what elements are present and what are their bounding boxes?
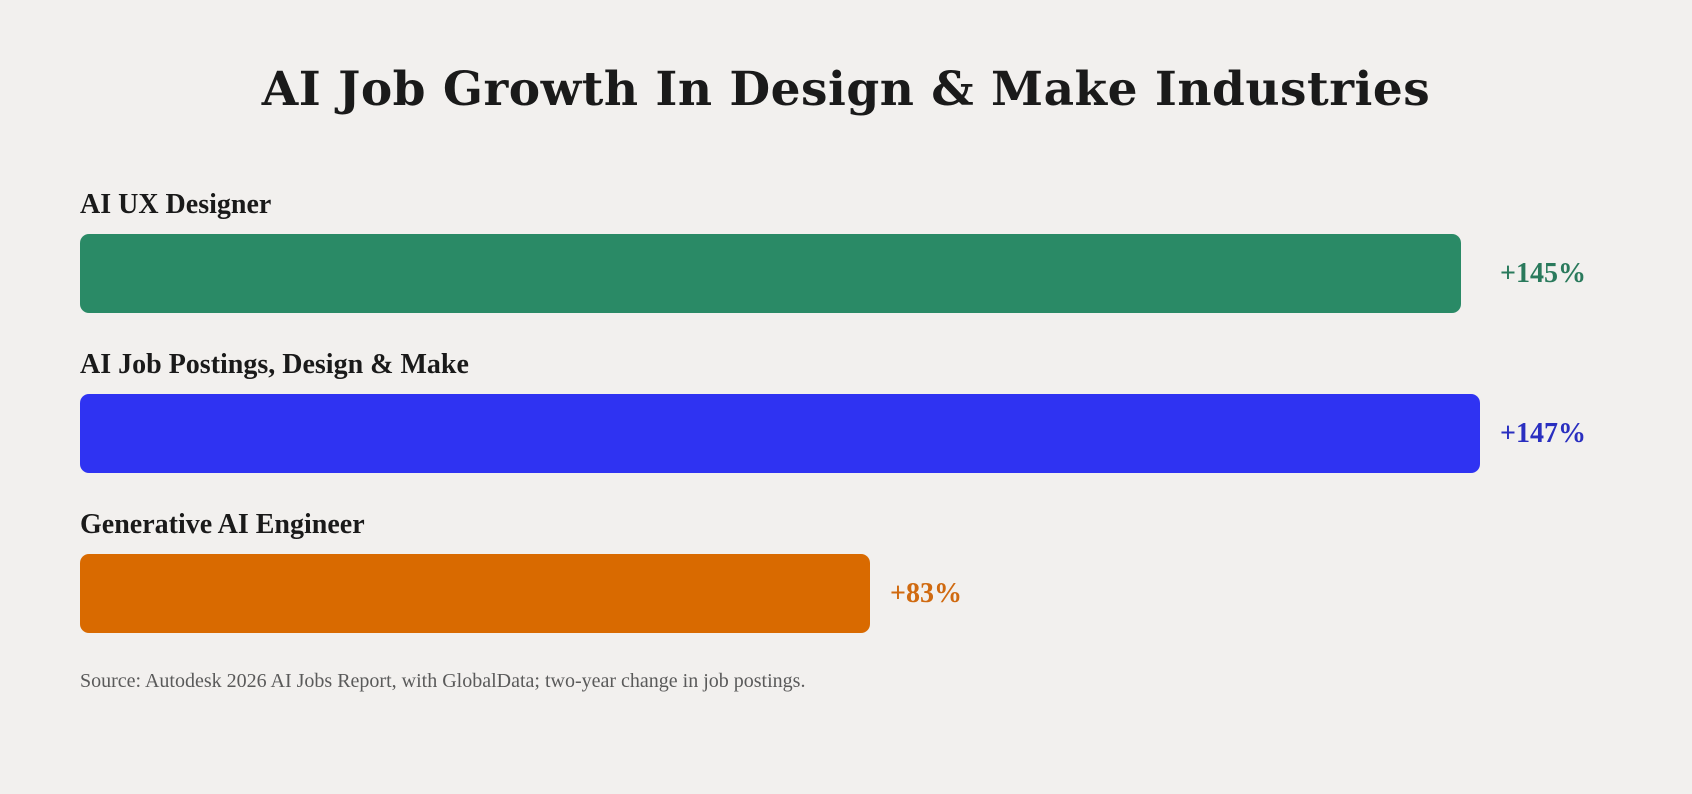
chart-title: AI Job Growth In Design & Make Industrie… [261,62,1431,117]
category-label: Generative AI Engineer [80,509,365,540]
bar-row: Generative AI Engineer +83% [80,506,1620,666]
value-label: +147% [1500,418,1586,449]
bar [80,394,1480,473]
source-note: Source: Autodesk 2026 AI Jobs Report, wi… [80,670,806,692]
category-label: AI UX Designer [80,189,272,220]
value-label: +145% [1500,258,1586,289]
bar [80,554,870,633]
category-label: AI Job Postings, Design & Make [80,349,469,380]
bar-row: AI UX Designer +145% [80,186,1620,346]
bar-row: AI Job Postings, Design & Make +147% [80,346,1620,506]
value-label: +83% [890,578,962,609]
bar [80,234,1461,313]
bar-rows: AI UX Designer +145% AI Job Postings, De… [80,186,1620,666]
